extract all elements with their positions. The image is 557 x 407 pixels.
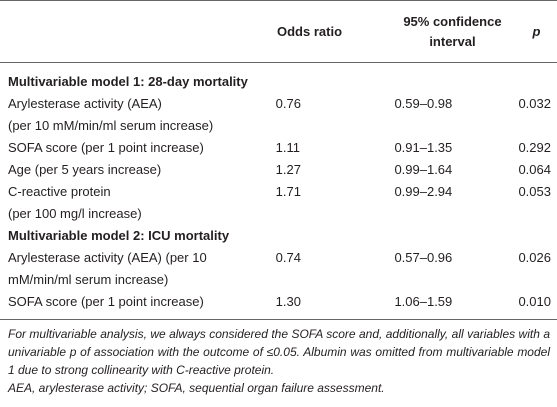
variable-text: mM/min/ml serum increase) (8, 272, 169, 287)
column-header: 95% confidence interval (394, 0, 519, 63)
variable-cell: Age (per 5 years increase) (0, 159, 268, 181)
p-value: 0.032 (518, 96, 551, 111)
section-title: Multivariable model 2: ICU mortality (8, 228, 230, 243)
footnotes: For multivariable analysis, we always co… (0, 320, 557, 397)
confidence-interval: 1.06–1.59 (394, 291, 519, 320)
confidence-interval: 0.99–1.64 (394, 162, 453, 177)
p-value: 0.064 (518, 162, 551, 177)
results-table: Odds ratio 95% confidence interval p Mul… (0, 0, 557, 320)
confidence-interval: 0.59–0.98 (394, 96, 453, 111)
variable-cell: Arylesterase activity (AEA) (per 10 mM/mi… (0, 93, 268, 137)
variable-cell: SOFA score (per 1 point increase) (0, 291, 268, 320)
p-value: 0.010 (518, 291, 557, 320)
section-title: Multivariable model 1: 28-day mortality (8, 74, 248, 89)
odds-ratio: 1.71 (275, 184, 301, 199)
column-header: p (518, 0, 557, 63)
variable-text: Age (per 5 years increase) (8, 162, 162, 177)
footnote: For multivariable analysis, we always co… (8, 327, 550, 377)
confidence-interval: 0.91–1.35 (394, 140, 453, 155)
column-header: Odds ratio (0, 0, 395, 63)
variable-cell: Arylesterase activity (AEA) (per 10 mM/mi… (0, 247, 268, 291)
variable-text: Arylesterase activity (AEA) (per 10 (8, 250, 207, 265)
odds-ratio: 0.76 (275, 96, 301, 111)
section-row: Multivariable model 1: 28-day mortality (0, 63, 557, 94)
variable-text: C-reactive protein (8, 184, 111, 199)
data-row: SOFA score (per 1 point increase) 1.11 0.9… (0, 137, 557, 159)
footnote: AEA, arylesterase activity; SOFA, sequen… (8, 381, 385, 395)
odds-ratio: 0.74 (275, 250, 301, 265)
variable-text: (per 100 mg/l increase) (8, 206, 142, 221)
variable-cell: SOFA score (per 1 point increase) (0, 137, 268, 159)
section-row: Multivariable model 2: ICU mortality (0, 225, 557, 247)
table-figure: Odds ratio 95% confidence interval p Mul… (0, 0, 557, 397)
odds-ratio: 1.27 (275, 162, 301, 177)
p-value: 0.292 (518, 140, 551, 155)
header-row: Odds ratio 95% confidence interval p (0, 0, 557, 63)
data-row: SOFA score (per 1 point increase) 1.30 1.0… (0, 291, 557, 320)
data-row: Age (per 5 years increase) 1.27 0.99–1.64 0… (0, 159, 557, 181)
odds-ratio: 1.30 (267, 291, 395, 320)
data-row: C-reactive protein (per 100 mg/l increase… (0, 181, 557, 225)
odds-ratio: 1.11 (275, 140, 300, 155)
table-header: Odds ratio 95% confidence interval p (0, 0, 557, 63)
confidence-interval: 0.99–2.94 (394, 184, 453, 199)
p-value: 0.053 (518, 184, 551, 199)
data-row: Arylesterase activity (AEA) (per 10 mM/mi… (0, 93, 557, 137)
confidence-interval: 0.57–0.96 (394, 250, 453, 265)
variable-cell: C-reactive protein (per 100 mg/l increase… (0, 181, 268, 225)
variable-text: SOFA score (per 1 point increase) (8, 140, 204, 155)
variable-text: SOFA score (per 1 point increase) (8, 294, 204, 309)
data-row: Arylesterase activity (AEA) (per 10 mM/mi… (0, 247, 557, 291)
variable-text: (per 10 mM/min/ml serum increase) (8, 118, 214, 133)
table-body: Multivariable model 1: 28-day mortality A… (0, 63, 557, 320)
variable-text: Arylesterase activity (AEA) (8, 96, 162, 111)
p-value: 0.026 (518, 250, 551, 265)
